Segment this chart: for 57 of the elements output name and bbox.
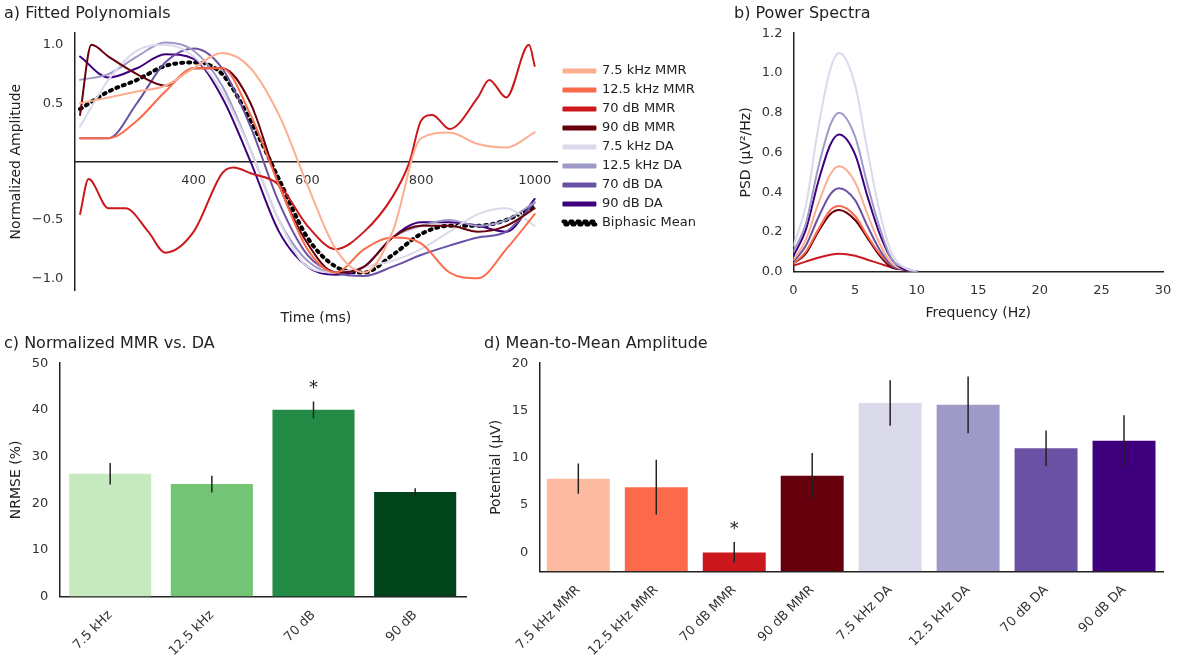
x-tick-label: 0 <box>789 281 798 297</box>
legend-label: 12.5 kHz DA <box>601 157 683 173</box>
legend-label: 70 dB MMR <box>601 100 676 116</box>
x-tick-label: 20 <box>1031 281 1049 297</box>
y-tick-label: 5 <box>520 496 529 512</box>
y-tick-label: 20 <box>511 354 529 370</box>
x-tick-label: 25 <box>1093 281 1110 297</box>
x-axis-title: Frequency (Hz) <box>925 304 1032 321</box>
x-tick-label: 15 <box>969 281 987 297</box>
x-tick-label: 7.5 kHz DA <box>833 581 895 644</box>
y-tick-label: 0.5 <box>42 94 64 110</box>
chart-title: b) Power Spectra <box>734 2 871 22</box>
x-tick-label: 1000 <box>518 171 552 187</box>
y-tick-label: 0.6 <box>761 143 783 159</box>
legend-label: 7.5 kHz MMR <box>601 62 687 78</box>
legend-label: 7.5 kHz DA <box>601 138 674 154</box>
chart-title: d) Mean-to-Mean Amplitude <box>484 332 708 352</box>
x-tick-label: 5 <box>850 281 860 297</box>
y-axis-title: PSD (μV²/Hz) <box>737 107 754 198</box>
chart-title: a) Fitted Polynomials <box>4 2 171 22</box>
y-tick-label: −0.5 <box>31 211 64 227</box>
y-tick-label: 30 <box>31 447 49 463</box>
y-tick-label: 0.2 <box>761 223 783 239</box>
y-tick-label: 0.8 <box>761 104 783 120</box>
y-tick-label: 1.0 <box>761 64 783 80</box>
x-tick-label: 70 dB DA <box>997 581 1051 636</box>
y-tick-label: 10 <box>31 541 49 557</box>
y-tick-label: 0 <box>520 543 529 559</box>
x-tick-label: 90 dB <box>382 606 420 645</box>
x-tick-label: 30 <box>1154 281 1172 297</box>
y-tick-label: 10 <box>511 449 529 465</box>
y-tick-label: 0.4 <box>761 183 783 199</box>
y-tick-label: −1.0 <box>31 269 64 285</box>
y-axis-title: Normalized Amplitude <box>7 83 24 240</box>
x-tick-label: 90 dB DA <box>1075 581 1129 636</box>
y-tick-label: 1.2 <box>761 24 783 40</box>
legend-label: 12.5 kHz MMR <box>601 81 695 97</box>
y-tick-label: 50 <box>31 354 49 370</box>
y-axis-title: NRMSE (%) <box>7 440 24 520</box>
x-tick-label: 70 dB <box>280 606 319 645</box>
y-tick-label: 15 <box>511 401 529 417</box>
legend-label: 90 dB MMR <box>601 119 676 135</box>
x-tick-label: 7.5 kHz <box>69 606 115 653</box>
y-axis-title: Potential (μV) <box>487 419 504 515</box>
annotation: * <box>729 516 739 538</box>
legend-label: 90 dB DA <box>601 195 663 211</box>
y-tick-label: 20 <box>31 494 49 510</box>
x-tick-label: 400 <box>181 171 207 187</box>
y-tick-label: 1.0 <box>42 36 64 52</box>
x-tick-label: 10 <box>908 281 925 297</box>
y-tick-label: 40 <box>31 401 49 417</box>
legend-label: Biphasic Mean <box>601 214 697 230</box>
x-tick-label: 800 <box>408 171 434 187</box>
x-axis-title: Time (ms) <box>279 309 352 325</box>
annotation: * <box>309 376 318 398</box>
y-tick-label: 0.0 <box>761 262 783 278</box>
chart-title: c) Normalized MMR vs. DA <box>4 332 215 352</box>
